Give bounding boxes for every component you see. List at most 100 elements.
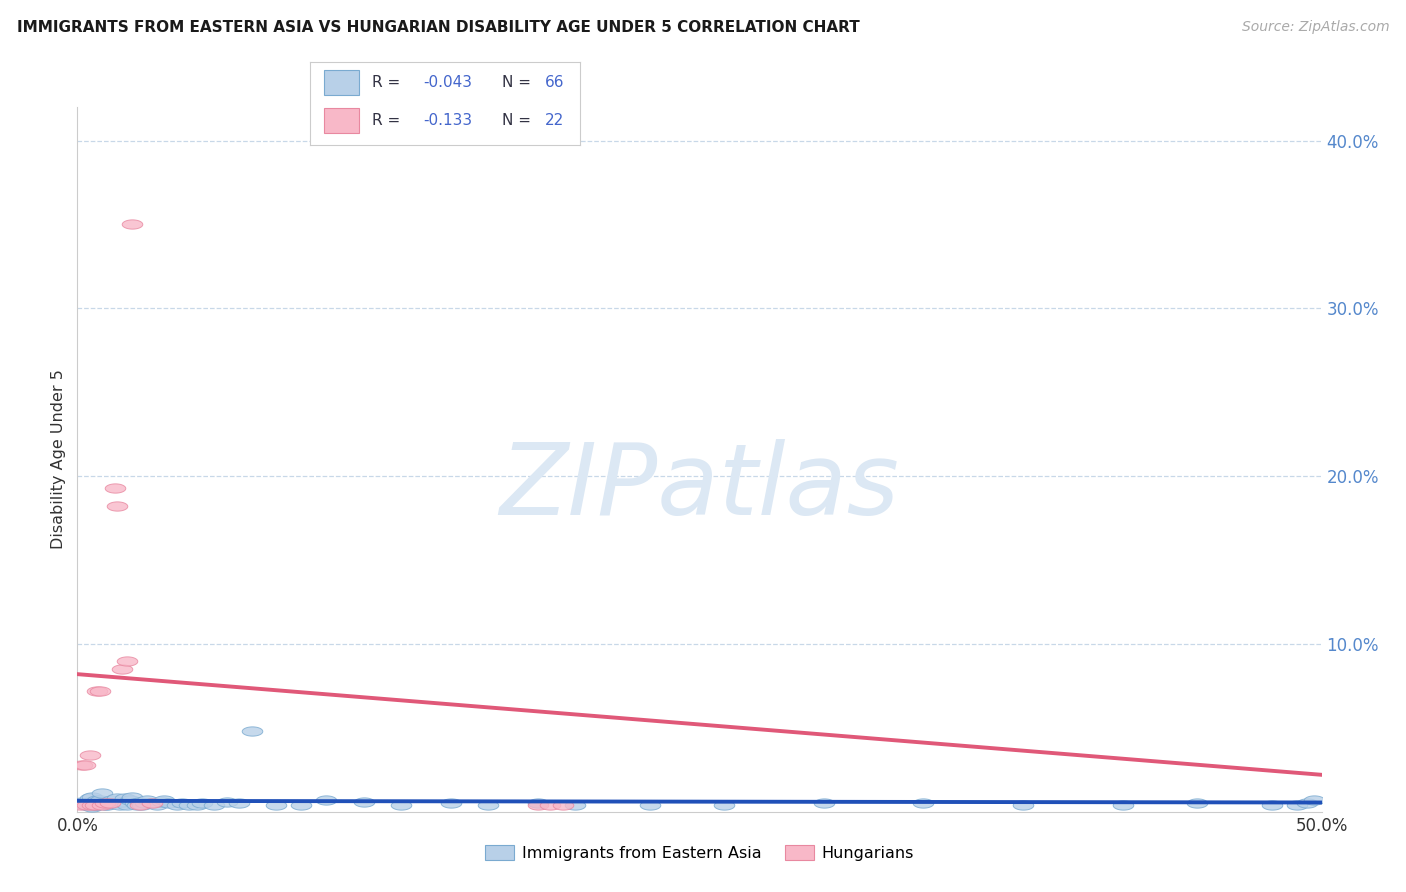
Point (104, 481, 127, 495)
Point (86, 684, 108, 698)
Point (179, 797, 201, 812)
Point (72, 757, 94, 772)
Point (108, 797, 131, 812)
Point (526, 797, 548, 812)
Point (389, 797, 412, 812)
Point (141, 797, 163, 811)
Point (131, 797, 153, 812)
Point (1295, 797, 1317, 811)
Point (564, 797, 586, 812)
Text: N =: N = (502, 112, 530, 128)
Point (82, 799, 104, 814)
Point (551, 797, 574, 812)
Bar (323, 70, 359, 95)
Point (91, 797, 114, 812)
Point (150, 795, 173, 809)
Point (118, 793, 141, 807)
Text: -0.133: -0.133 (423, 112, 472, 128)
Point (477, 797, 499, 812)
Point (98, 795, 121, 809)
Point (114, 791, 136, 805)
Point (153, 793, 176, 807)
Text: R =: R = (373, 112, 401, 128)
Point (191, 797, 214, 811)
Point (82, 797, 104, 812)
Point (128, 797, 150, 812)
Point (82, 789, 104, 804)
Point (79, 791, 101, 805)
Point (170, 797, 193, 811)
Point (813, 797, 835, 811)
Point (1261, 797, 1284, 812)
Text: ZIPatlas: ZIPatlas (499, 439, 900, 536)
Point (98, 797, 121, 811)
Point (240, 724, 263, 739)
Text: -0.043: -0.043 (423, 75, 472, 90)
Point (96, 797, 118, 812)
Point (105, 500, 128, 514)
Point (1187, 797, 1209, 811)
Text: R =: R = (373, 75, 401, 90)
Point (440, 797, 463, 811)
Point (69, 797, 91, 812)
Point (93, 797, 115, 812)
Point (89, 684, 111, 698)
Point (526, 797, 548, 811)
Point (83, 797, 105, 812)
Point (79, 747, 101, 762)
Text: 66: 66 (546, 75, 564, 90)
Point (111, 795, 134, 809)
Point (104, 797, 127, 811)
Point (1303, 793, 1326, 807)
Bar (323, 108, 359, 133)
Text: 22: 22 (546, 112, 564, 128)
Point (136, 793, 159, 807)
Point (121, 789, 143, 804)
Point (1012, 797, 1035, 812)
Point (228, 797, 250, 811)
Point (86, 797, 108, 812)
Point (121, 218, 143, 232)
Point (115, 654, 138, 668)
Text: IMMIGRANTS FROM EASTERN ASIA VS HUNGARIAN DISABILITY AGE UNDER 5 CORRELATION CHA: IMMIGRANTS FROM EASTERN ASIA VS HUNGARIA… (17, 20, 859, 35)
Point (101, 793, 124, 807)
Point (141, 797, 163, 811)
Point (89, 793, 111, 807)
Point (538, 797, 561, 812)
Point (115, 797, 138, 812)
Legend: Immigrants from Eastern Asia, Hungarians: Immigrants from Eastern Asia, Hungarians (478, 838, 921, 867)
Point (134, 797, 156, 811)
Point (79, 795, 101, 809)
Point (76, 797, 98, 812)
Text: N =: N = (502, 75, 530, 90)
Point (157, 797, 180, 811)
Point (91, 797, 114, 811)
Point (111, 662, 134, 676)
Point (266, 797, 288, 812)
Text: Source: ZipAtlas.com: Source: ZipAtlas.com (1241, 20, 1389, 34)
Point (73, 797, 96, 812)
Point (186, 797, 208, 812)
Point (83, 795, 105, 809)
Point (125, 797, 148, 812)
Point (353, 795, 375, 809)
Point (83, 797, 105, 812)
Point (315, 793, 337, 807)
Point (290, 797, 312, 812)
Point (638, 797, 661, 812)
Point (91, 786, 114, 800)
Point (146, 797, 169, 812)
Point (713, 797, 735, 812)
Point (215, 795, 238, 809)
Point (1111, 797, 1133, 812)
Point (202, 797, 225, 812)
Point (1285, 797, 1308, 812)
Point (105, 791, 128, 805)
Point (73, 757, 96, 772)
Point (86, 793, 108, 807)
Point (128, 795, 150, 809)
Y-axis label: Disability Age Under 5: Disability Age Under 5 (51, 369, 66, 549)
Point (166, 797, 188, 812)
Point (76, 797, 98, 811)
Point (72, 795, 94, 809)
